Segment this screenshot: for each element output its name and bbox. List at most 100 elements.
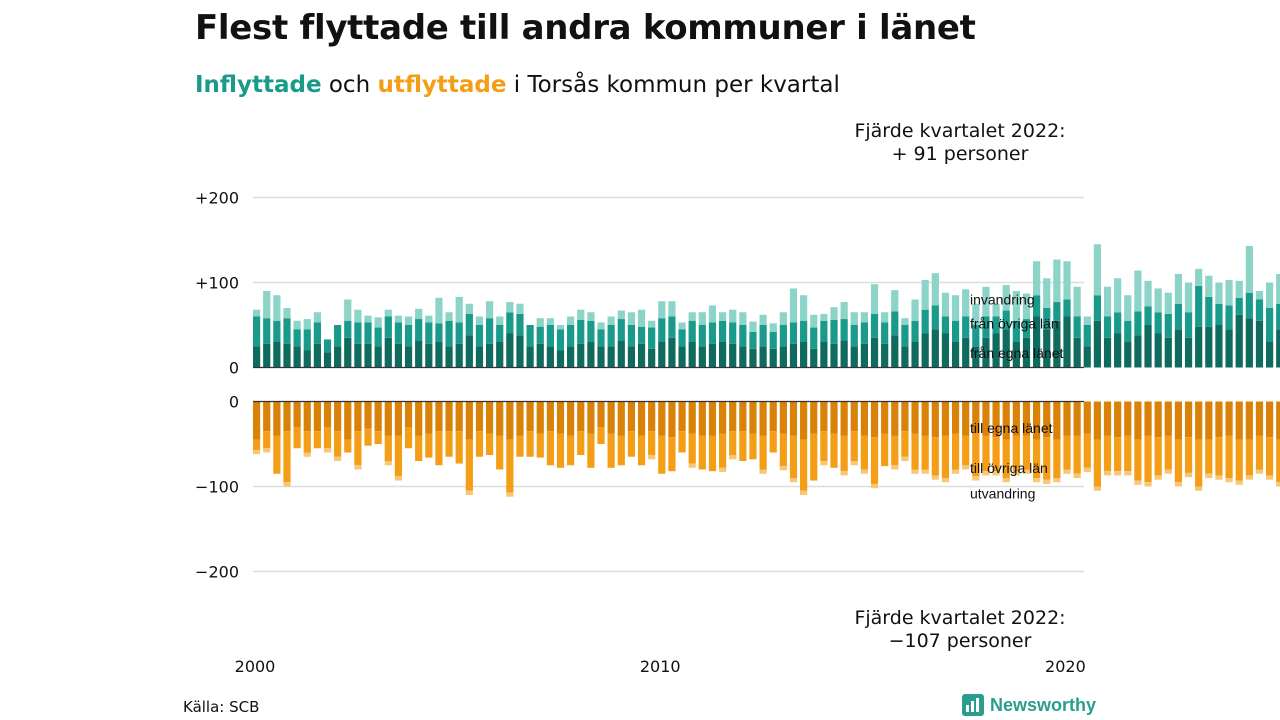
bar-in-immigration: [516, 303, 524, 314]
bar-out-own-county: [283, 401, 291, 432]
bar-out-own-county: [1205, 401, 1213, 440]
bar-out-own-county: [1225, 401, 1233, 436]
bar-in-own-county: [496, 342, 504, 368]
bar-out-own-county: [1215, 401, 1223, 438]
bar-out-own-county: [435, 401, 443, 432]
bar-out-own-county: [1083, 401, 1091, 434]
bar-out-other-county: [475, 431, 484, 457]
bar-out-own-county: [1093, 401, 1101, 440]
annotation-out-line2: −107 personer: [889, 630, 1032, 652]
bar-in-immigration: [759, 314, 767, 325]
bar-in-immigration: [658, 301, 666, 319]
bar-in-other-county: [789, 322, 798, 344]
bar-out-emigration: [911, 469, 919, 474]
bar-in-other-county: [1114, 312, 1122, 334]
bar-out-own-county: [475, 401, 484, 432]
bar-out-other-county: [587, 433, 595, 468]
bar-in-immigration: [536, 318, 544, 327]
bar-out-emigration: [1063, 469, 1071, 474]
bar-out-other-county: [1205, 439, 1213, 474]
bar-out-own-county: [1022, 401, 1031, 436]
bar-in-immigration: [1164, 292, 1172, 314]
bar-in-other-county: [850, 325, 858, 347]
bar-in-other-county: [739, 325, 747, 347]
bar-out-own-county: [1134, 401, 1142, 440]
bar-in-immigration: [455, 296, 463, 323]
bar-out-own-county: [1144, 401, 1152, 436]
bar-in-other-county: [465, 313, 473, 336]
bar-out-other-county: [1215, 437, 1223, 476]
bar-in-immigration: [435, 297, 443, 324]
bar-in-immigration: [465, 303, 473, 314]
bar-out-other-county: [546, 431, 554, 466]
bar-in-other-county: [313, 322, 321, 344]
y-tick-label-in: 0: [229, 359, 239, 378]
bar-in-own-county: [1184, 337, 1193, 368]
bar-out-other-county: [425, 433, 433, 458]
bar-in-other-county: [1103, 316, 1112, 338]
bar-out-other-county: [516, 435, 524, 457]
bar-in-other-county: [364, 322, 372, 344]
bar-in-immigration: [384, 309, 392, 317]
bar-in-other-county: [607, 325, 615, 347]
series-label-in: från egna länet: [970, 345, 1064, 361]
bar-out-own-county: [617, 401, 625, 436]
bar-in-other-county: [1093, 295, 1101, 321]
bar-out-own-county: [577, 401, 585, 432]
bar-in-own-county: [881, 343, 889, 368]
bar-in-own-county: [323, 352, 332, 368]
y-tick-label-out: −200: [195, 563, 239, 582]
bar-in-immigration: [374, 317, 382, 328]
bar-out-emigration: [789, 478, 798, 483]
bar-out-own-county: [1164, 401, 1172, 436]
bar-in-own-county: [597, 346, 605, 368]
grid-layer: [253, 196, 1084, 573]
bar-out-other-county: [718, 433, 727, 468]
bar-in-own-county: [800, 342, 808, 368]
bar-out-other-county: [637, 435, 646, 466]
bar-out-own-county: [800, 401, 808, 440]
bar-in-immigration: [769, 323, 777, 332]
bar-out-other-county: [526, 431, 534, 457]
bar-in-immigration: [617, 310, 625, 320]
bar-in-immigration: [698, 312, 706, 325]
bar-in-own-county: [435, 342, 443, 368]
bar-in-other-county: [759, 325, 767, 347]
bar-out-other-county: [465, 439, 473, 491]
bar-in-immigration: [597, 322, 605, 330]
bar-in-immigration: [283, 308, 291, 319]
bar-in-other-county: [273, 320, 281, 342]
bar-in-immigration: [678, 322, 686, 330]
bar-in-immigration: [820, 313, 828, 321]
series-label-out: till övriga län: [970, 460, 1048, 476]
bar-in-immigration: [1043, 278, 1051, 308]
bar-out-own-county: [1195, 401, 1203, 440]
bar-in-other-county: [1033, 295, 1041, 317]
bar-in-immigration: [1205, 275, 1213, 297]
annotation-in-line1: Fjärde kvartalet 2022:: [854, 120, 1065, 142]
bar-in-own-county: [901, 346, 909, 368]
bar-in-own-county: [546, 346, 554, 368]
brand-logo: Newsworthy: [962, 694, 1096, 716]
bar-in-own-county: [1063, 316, 1071, 368]
bar-out-own-county: [698, 401, 706, 436]
bar-out-emigration: [1124, 471, 1132, 476]
bar-out-other-county: [607, 433, 615, 468]
bar-out-other-county: [921, 435, 929, 470]
bar-out-other-county: [800, 439, 808, 491]
bar-out-other-county: [1073, 435, 1081, 474]
bar-out-other-county: [668, 437, 676, 472]
bar-out-emigration: [465, 490, 473, 495]
bar-in-own-county: [1012, 342, 1020, 368]
bar-in-own-county: [1073, 337, 1081, 368]
bar-in-immigration: [313, 312, 321, 323]
bar-out-own-county: [1235, 401, 1243, 440]
bar-out-emigration: [1215, 475, 1223, 480]
bar-out-own-county: [972, 401, 980, 434]
bar-out-emigration: [1114, 471, 1122, 476]
bar-out-other-county: [648, 431, 656, 456]
bar-in-immigration: [1033, 261, 1041, 296]
bar-out-own-county: [1114, 401, 1122, 438]
bar-out-other-county: [1195, 439, 1203, 487]
bar-out-emigration: [253, 449, 261, 455]
